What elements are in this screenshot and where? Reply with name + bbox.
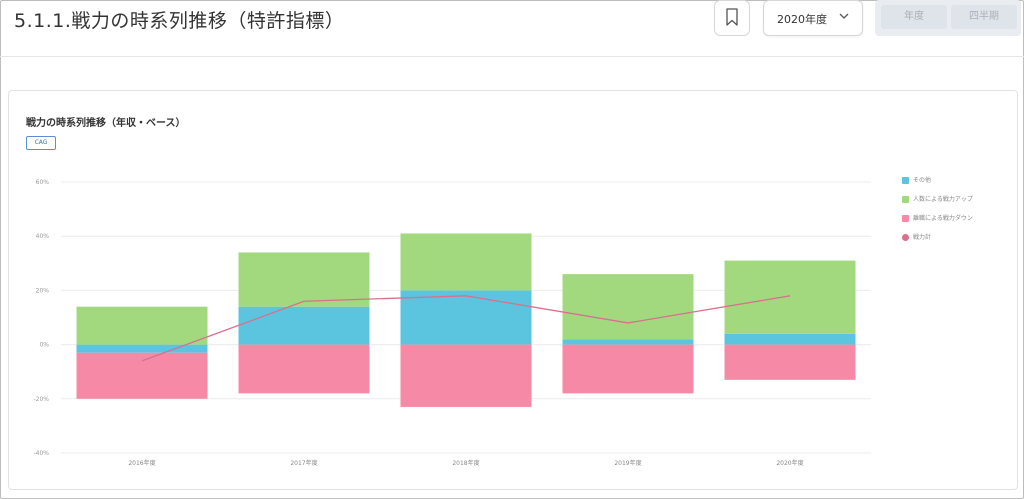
- bar-segment: [562, 344, 694, 394]
- legend-label: 戦力計: [913, 234, 932, 241]
- annual-button[interactable]: 年度: [881, 5, 947, 29]
- bar-segment: [238, 306, 370, 345]
- total-line: [141, 295, 791, 362]
- bar-segment: [76, 352, 208, 399]
- bar-segment: [238, 344, 370, 394]
- cagr-badge: CAG: [26, 136, 56, 150]
- period-toggle-group: 年度 四半期: [875, 0, 1021, 36]
- legend-swatch: [902, 215, 909, 222]
- y-tick-label: -20%: [33, 396, 49, 403]
- page-header: 5.1.1.戦力の時系列推移（特許指標） 2020年度 年度 四半期: [0, 0, 1024, 57]
- chevron-down-icon: [839, 13, 849, 19]
- quarter-button[interactable]: 四半期: [951, 5, 1017, 29]
- y-tick-label: -40%: [33, 450, 49, 457]
- y-tick-label: 20%: [36, 287, 50, 294]
- legend-label: 人数による戦力アップ: [913, 196, 973, 203]
- bar-segment: [238, 252, 370, 307]
- x-tick-label: 2020年度: [776, 459, 803, 467]
- y-tick-label: 0%: [39, 342, 49, 349]
- legend-label: 離職による戦力ダウン: [913, 215, 973, 222]
- legend-swatch: [902, 196, 909, 203]
- bar-segment: [562, 274, 694, 340]
- bar-segment: [400, 344, 532, 407]
- bar-segment: [724, 333, 856, 345]
- x-tick-label: 2017年度: [290, 459, 317, 467]
- chart-card: 戦力の時系列推移（年収・ベース） CAG 60% 40% 20% 0% -20% -40%…: [8, 90, 1018, 490]
- x-tick-label: 2019年度: [614, 459, 641, 467]
- bar-segment: [76, 306, 208, 345]
- bar-segment: [724, 344, 856, 380]
- page-title: 5.1.1.戦力の時系列推移（特許指標）: [14, 10, 345, 32]
- bar-segment: [562, 339, 694, 345]
- bookmark-icon: [726, 8, 738, 26]
- legend-label: その他: [913, 177, 932, 184]
- bookmark-button[interactable]: [714, 0, 750, 36]
- bar-segment: [400, 233, 532, 291]
- legend-swatch: [902, 234, 909, 241]
- x-tick-label: 2016年度: [128, 459, 155, 467]
- x-tick-label: 2018年度: [452, 459, 479, 467]
- y-tick-label: 60%: [36, 179, 50, 186]
- bar-segment: [76, 344, 208, 353]
- chart-title: 戦力の時系列推移（年収・ベース）: [26, 118, 186, 129]
- bar-segment: [724, 260, 856, 334]
- year-select-value: 2020年度: [777, 13, 827, 26]
- stacked-bar-chart: 60% 40% 20% 0% -20% -40% 2016年度 2017年度 2018年度 201…: [33, 179, 871, 467]
- legend-swatch: [902, 177, 909, 184]
- year-select[interactable]: 2020年度: [763, 0, 863, 36]
- y-tick-label: 40%: [36, 233, 50, 240]
- bar-segment: [400, 290, 532, 345]
